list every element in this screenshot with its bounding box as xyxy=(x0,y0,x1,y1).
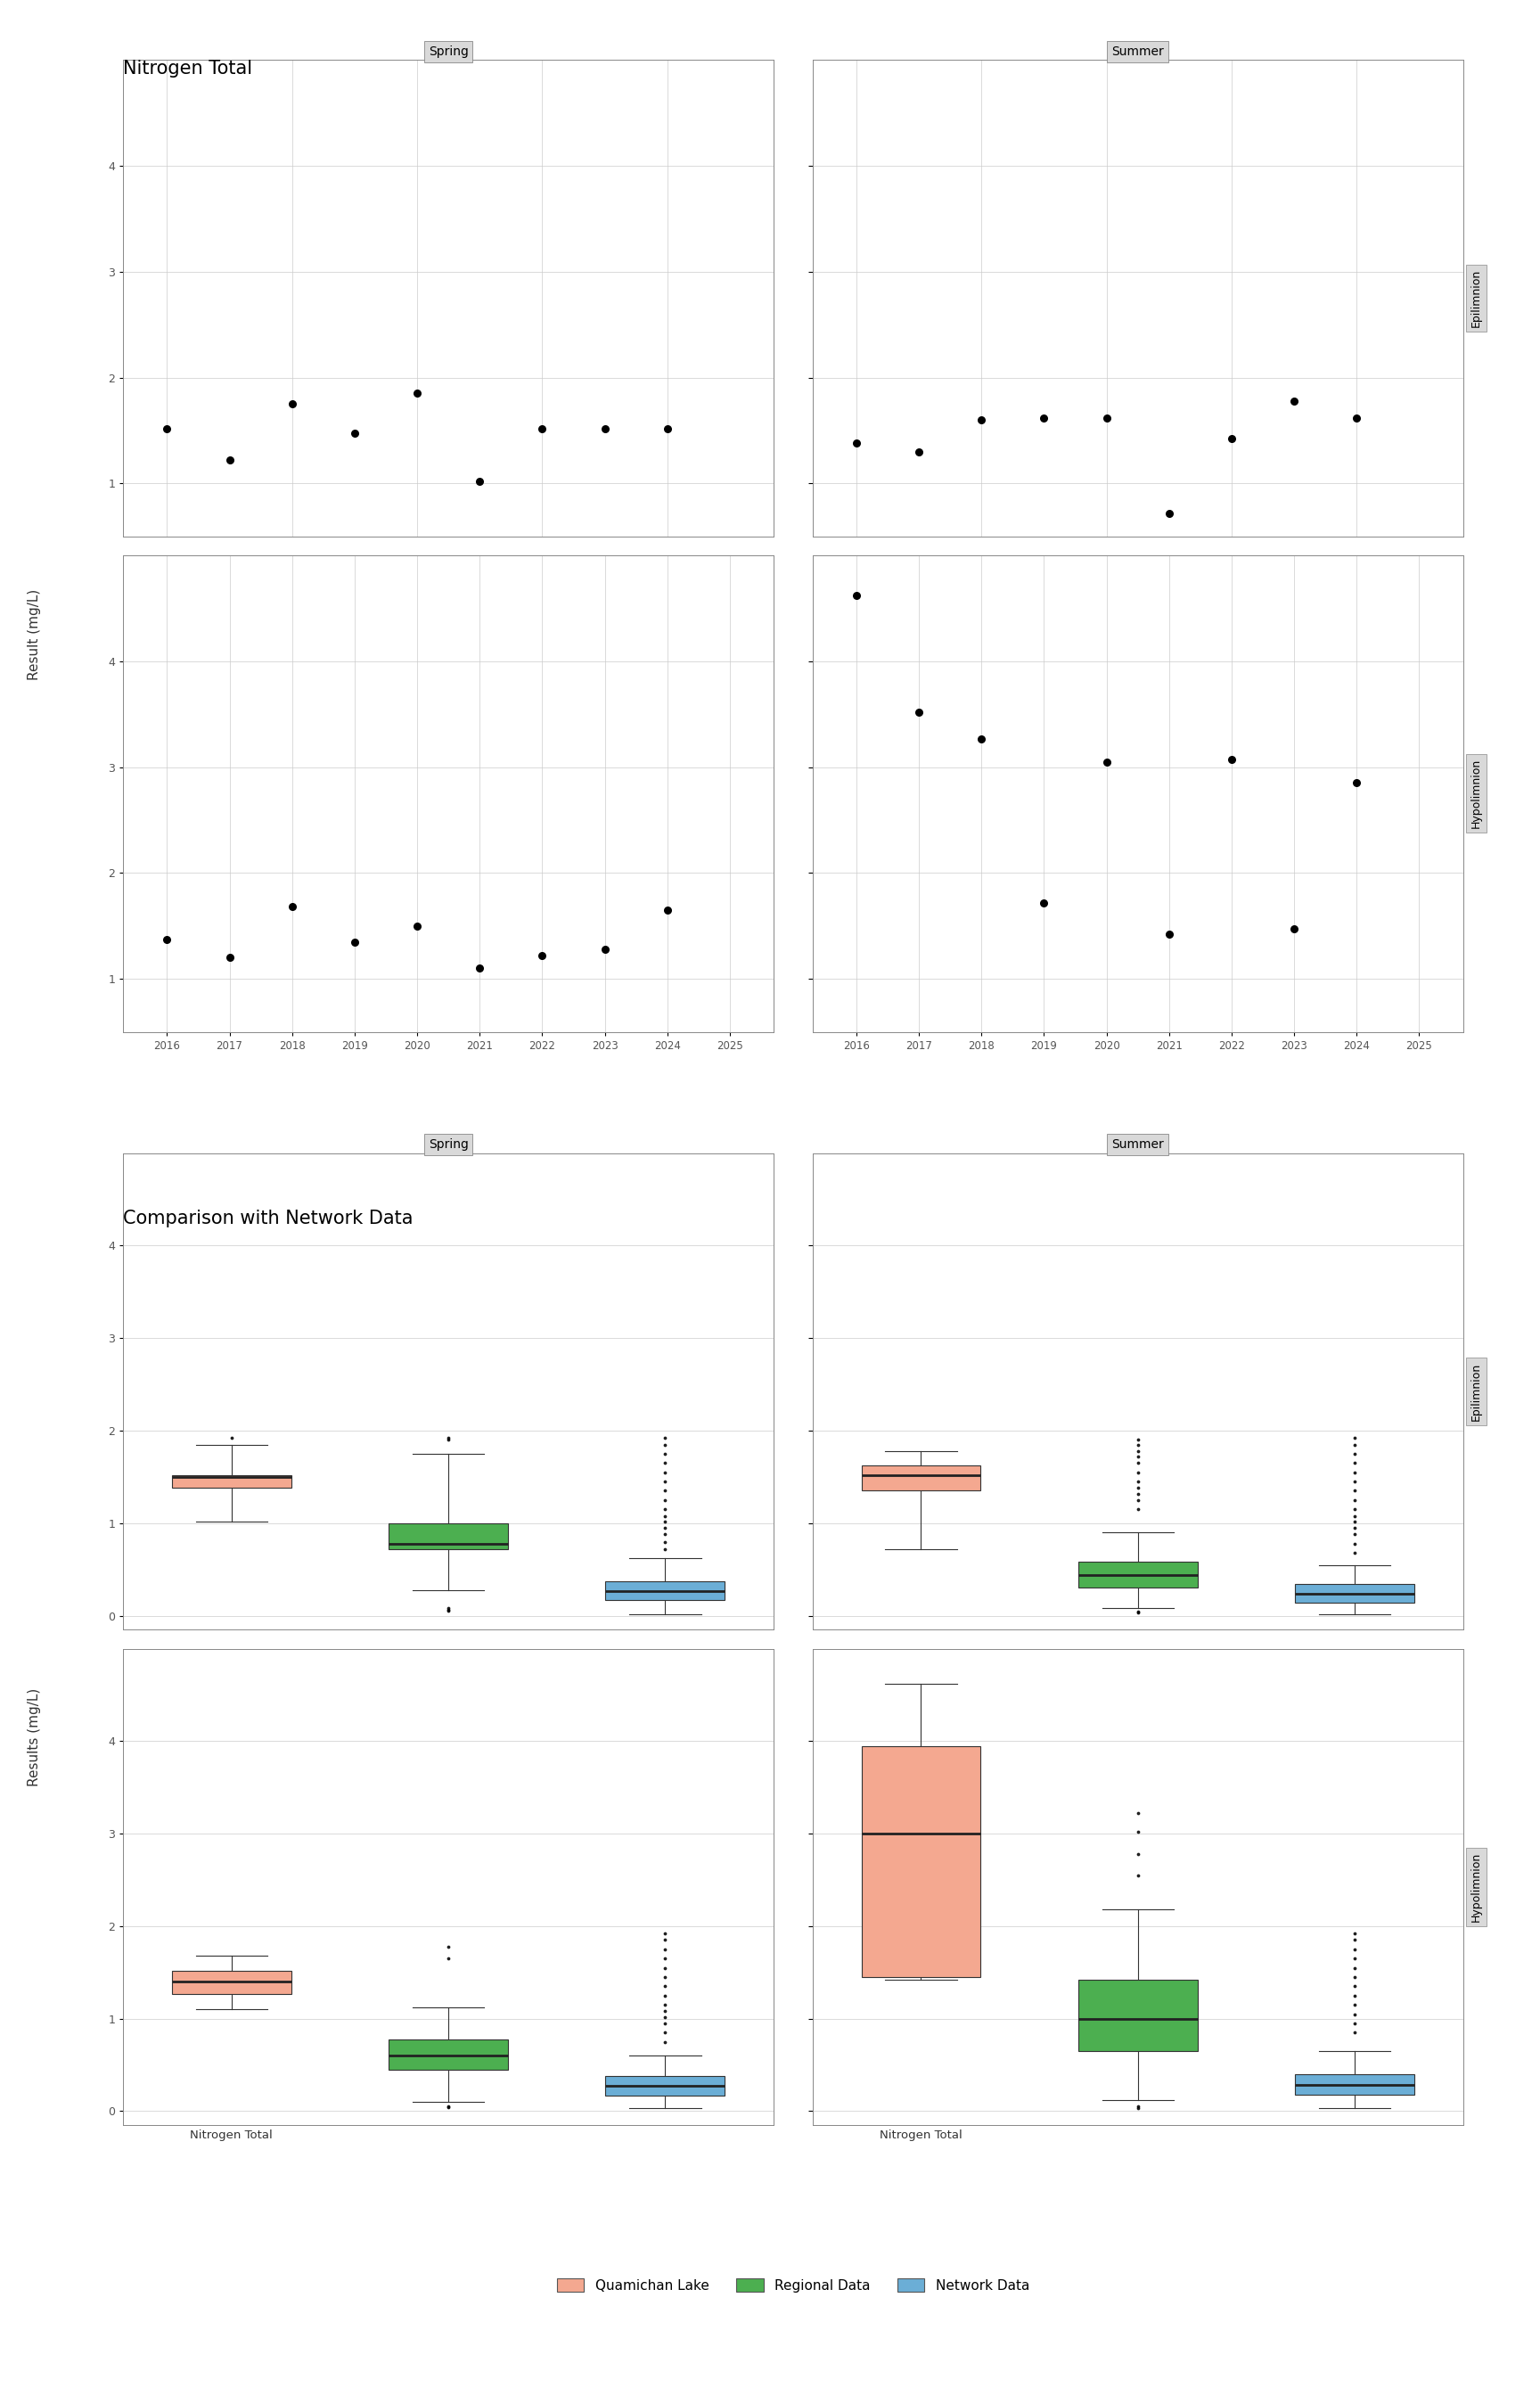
Point xyxy=(969,400,993,438)
Y-axis label: Epilimnion: Epilimnion xyxy=(1471,268,1481,328)
Legend: Quamichan Lake, Regional Data, Network Data: Quamichan Lake, Regional Data, Network D… xyxy=(557,2279,1029,2293)
Y-axis label: Epilimnion: Epilimnion xyxy=(1471,1363,1481,1421)
Point xyxy=(342,922,367,961)
Polygon shape xyxy=(172,1970,291,1993)
Y-axis label: Hypolimnion: Hypolimnion xyxy=(1471,760,1481,829)
Point xyxy=(593,410,618,448)
Point xyxy=(467,949,491,987)
Title: Spring: Spring xyxy=(428,46,468,58)
Point xyxy=(1032,884,1056,922)
Point xyxy=(1281,381,1306,419)
Title: Summer: Summer xyxy=(1112,46,1164,58)
Point xyxy=(1281,910,1306,949)
Point xyxy=(217,939,242,978)
Point xyxy=(1095,398,1120,436)
Point xyxy=(530,410,554,448)
Point xyxy=(1095,743,1120,781)
Text: Nitrogen Total: Nitrogen Total xyxy=(123,60,253,77)
Point xyxy=(280,889,305,927)
Title: Spring: Spring xyxy=(428,1138,468,1150)
Point xyxy=(342,415,367,453)
Point xyxy=(654,891,679,930)
Point xyxy=(844,424,869,462)
Point xyxy=(1032,398,1056,436)
Point xyxy=(907,692,932,731)
Polygon shape xyxy=(605,2075,725,2096)
Point xyxy=(280,386,305,424)
Point xyxy=(1157,494,1181,532)
Polygon shape xyxy=(388,2039,508,2070)
Point xyxy=(844,577,869,616)
Polygon shape xyxy=(172,1476,291,1488)
Polygon shape xyxy=(1078,1562,1198,1589)
Point xyxy=(405,374,430,412)
Point xyxy=(405,906,430,944)
Point xyxy=(1344,398,1369,436)
Polygon shape xyxy=(605,1581,725,1601)
Point xyxy=(1344,764,1369,803)
Point xyxy=(1220,419,1244,458)
Polygon shape xyxy=(1078,1979,1198,2051)
Point xyxy=(969,719,993,757)
Text: Comparison with Network Data: Comparison with Network Data xyxy=(123,1210,413,1227)
Point xyxy=(467,462,491,501)
Polygon shape xyxy=(388,1524,508,1550)
Point xyxy=(1220,740,1244,779)
Point xyxy=(154,920,179,958)
Point xyxy=(530,937,554,975)
Point xyxy=(593,930,618,968)
Point xyxy=(1157,915,1181,954)
Point xyxy=(654,410,679,448)
Polygon shape xyxy=(1295,1584,1414,1603)
Point xyxy=(217,441,242,479)
Title: Summer: Summer xyxy=(1112,1138,1164,1150)
Point xyxy=(154,410,179,448)
Polygon shape xyxy=(861,1747,981,1977)
Text: Result (mg/L): Result (mg/L) xyxy=(28,589,40,680)
Point xyxy=(907,431,932,470)
Polygon shape xyxy=(861,1466,981,1490)
Text: Results (mg/L): Results (mg/L) xyxy=(28,1687,40,1787)
Y-axis label: Hypolimnion: Hypolimnion xyxy=(1471,1852,1481,1922)
Polygon shape xyxy=(1295,2075,1414,2094)
